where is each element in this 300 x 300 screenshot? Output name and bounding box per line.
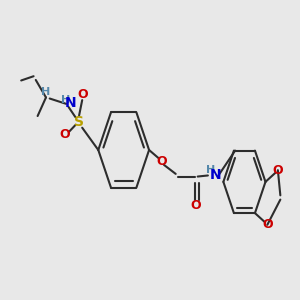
Text: N: N — [64, 96, 76, 110]
Text: H: H — [41, 87, 50, 97]
Text: O: O — [60, 128, 70, 141]
Text: N: N — [210, 169, 221, 182]
Text: O: O — [191, 199, 201, 212]
Text: H: H — [61, 94, 71, 105]
Text: O: O — [273, 164, 283, 177]
Text: O: O — [262, 218, 273, 231]
Text: H: H — [206, 165, 216, 175]
Text: S: S — [74, 116, 84, 129]
Text: O: O — [156, 155, 167, 168]
Text: O: O — [77, 88, 88, 101]
